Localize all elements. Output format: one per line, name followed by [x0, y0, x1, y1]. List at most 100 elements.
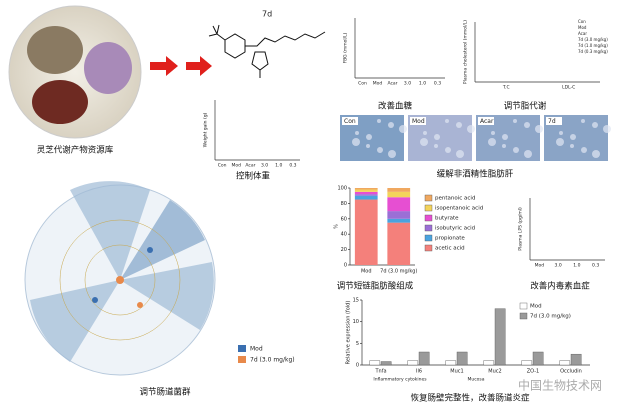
x-tick-label: Acar [387, 81, 397, 87]
x-tick-label: Mod [373, 81, 383, 87]
y-tick-label: 10 [353, 319, 359, 325]
y-tick-label: 15 [353, 298, 359, 304]
histology-texture [488, 138, 496, 146]
x-tick-label: 1.0 [419, 81, 426, 87]
histology-label-bg [546, 117, 562, 125]
y-tick-label: 20 [341, 247, 347, 253]
histology-texture [467, 125, 475, 133]
x-tick-label: 0.3 [289, 163, 296, 169]
y-axis-label: Plasma cholesterol (mmol/L) [463, 20, 469, 84]
histology-label-bg [478, 117, 494, 125]
histology-texture [556, 138, 564, 146]
histology-texture [366, 134, 372, 140]
bar-segment [354, 195, 378, 200]
legend-label: 7d (0.3 mg/kg) [578, 49, 608, 54]
bar-segment [387, 218, 411, 223]
x-tick-label: Tnfa [374, 369, 386, 375]
x-tick-label: Mod [232, 163, 242, 169]
caption: 改善内毒素血症 [530, 281, 590, 292]
y-axis-label: FBG (mmol/L) [343, 32, 349, 63]
x-tick-label: T.C [502, 85, 510, 91]
bar [559, 360, 571, 366]
y-tick-label: 100 [337, 186, 347, 192]
x-tick-label: ZO-1 [527, 369, 540, 375]
bar-segment [387, 211, 411, 219]
x-tick-label: 3.0 [404, 81, 411, 87]
arrow [150, 56, 178, 76]
x-tick-label: 1.0 [275, 163, 282, 169]
bar [532, 351, 544, 366]
histology-texture [456, 150, 464, 158]
mushroom [27, 26, 83, 74]
bar [369, 360, 381, 366]
bar-segment [387, 222, 411, 265]
legend-label: Acar [578, 31, 587, 36]
x-tick-label: Con [218, 163, 227, 169]
x-tick-label: Acar [245, 163, 255, 169]
y-axis-label: % [334, 224, 340, 229]
legend-label: 7d (3.0 mg/kg) [250, 357, 295, 364]
histology-texture [524, 150, 532, 158]
y-tick-label: 80 [341, 201, 347, 207]
histology-texture [502, 144, 506, 148]
legend-swatch [519, 302, 528, 310]
x-tick-label: Mod [361, 269, 372, 275]
legend-label: Con [578, 19, 586, 24]
histology-texture [603, 125, 611, 133]
legend-label: isobutyric acid [435, 226, 475, 232]
caption: 调节脂代谢 [504, 101, 547, 112]
caption: 灵芝代谢产物资源库 [37, 145, 114, 156]
histology-label-bg [342, 117, 358, 125]
mushroom [84, 42, 132, 94]
x-tick-label: Il6 [416, 369, 422, 375]
bar [521, 360, 533, 366]
y-tick-label: 0 [344, 263, 347, 269]
bar-segment [354, 189, 378, 192]
caption: 调节短链脂肪酸组成 [337, 281, 414, 292]
histology-texture [434, 144, 438, 148]
bar-segment [354, 191, 378, 195]
caption: 缓解非酒精性脂肪肝 [437, 169, 514, 180]
histology-label: Acar [480, 118, 494, 125]
histology-texture [399, 125, 407, 133]
histology-texture [535, 125, 543, 133]
legend-label: Mod [578, 25, 587, 30]
histology-texture [524, 122, 530, 128]
histology-label: 7d [548, 118, 556, 125]
x-tick-label: Mod [535, 263, 545, 269]
histology-label-bg [410, 117, 426, 125]
legend-label: Mod [250, 346, 263, 353]
histology-texture [434, 134, 440, 140]
legend-label: pentanoic acid [435, 196, 475, 202]
histology-texture [352, 138, 360, 146]
x-tick-label: 7d (3.0 mg/kg) [380, 269, 417, 275]
histology-texture [570, 134, 576, 140]
histology-texture [581, 119, 585, 123]
legend-label: 7d (3.0 mg/kg) [578, 37, 608, 42]
legend-swatch [424, 194, 433, 202]
mushroom [32, 80, 88, 124]
x-tick-label: Muc2 [488, 369, 501, 375]
x-tick-label: 3.0 [555, 263, 562, 269]
legend-swatch [424, 234, 433, 242]
bar-segment [354, 188, 378, 190]
legend-label: Mod [530, 304, 542, 310]
x-tick-label: 1.0 [573, 263, 580, 269]
y-axis-label: Relative expression (fold) [346, 301, 352, 365]
legend-swatch [424, 244, 433, 252]
histology-texture [513, 119, 517, 123]
x-tick-label: Con [358, 81, 367, 87]
y-tick-label: 60 [341, 216, 347, 222]
histology-texture [377, 119, 381, 123]
legend-label: 7d (3.0 mg/kg) [530, 314, 571, 320]
caption: 改善血糖 [378, 101, 413, 112]
bar [483, 360, 495, 366]
histology-texture [502, 134, 508, 140]
histology-texture [592, 150, 600, 158]
x-tick-label: LDL-C [562, 85, 575, 91]
histology-texture [366, 144, 370, 148]
legend-swatch [238, 345, 246, 352]
bar-segment [387, 197, 411, 212]
group-label: Mucosa [467, 377, 484, 383]
